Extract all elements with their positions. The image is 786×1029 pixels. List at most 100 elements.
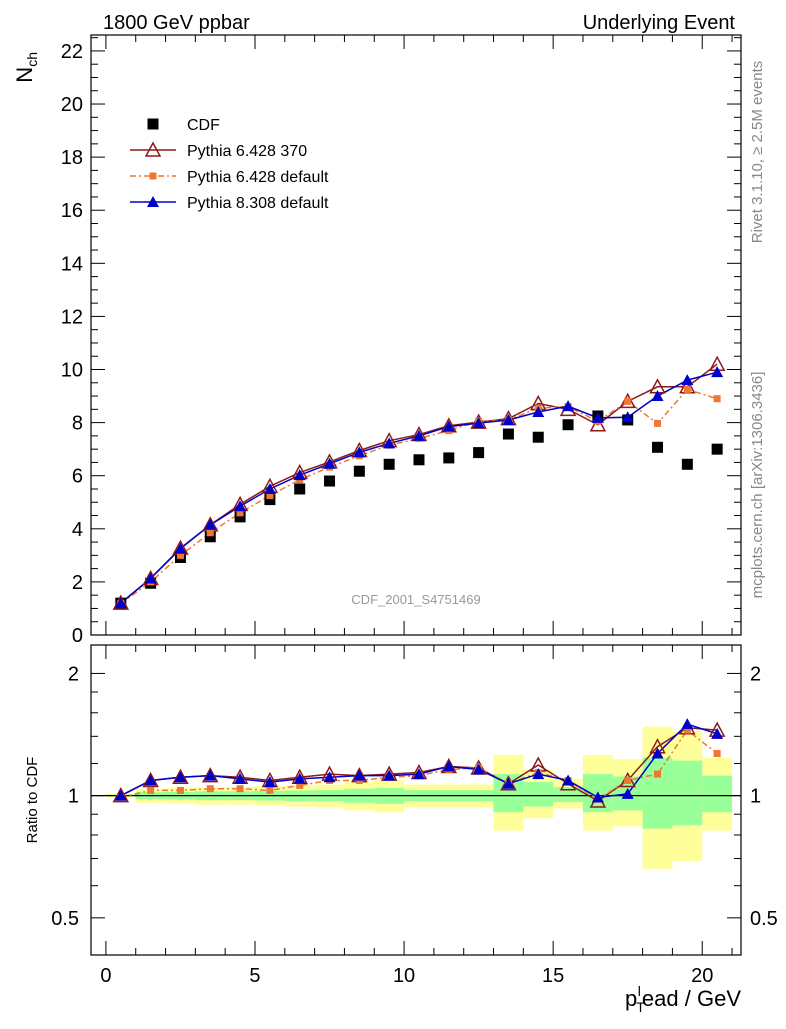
point-pythia-8-308-default [204,518,217,530]
y-tick-label: 4 [72,519,83,541]
series-line-pythia-6-428-default [120,388,718,605]
point-pythia-8-308-default [711,366,724,378]
ratio-point-pythia-8-308-default [263,776,276,788]
ratio-y-tick-label-left: 1 [68,786,79,808]
y-tick-label: 20 [61,94,83,116]
band-inner-bin [702,775,733,813]
point-pythia-8-308-default [263,482,276,494]
ratio-point-pythia-8-308-default [353,769,366,781]
y-tick-label: 10 [61,360,83,382]
point-pythia-6-428-default [654,419,662,427]
ratio-y-tick-label-left: 0.5 [51,908,79,930]
ratio-point-pythia-8-308-default [144,774,157,786]
ratio-point-pythia-8-308-default [502,777,515,789]
ratio-point-pythia-8-308-default [472,763,485,775]
point-pythia-8-308-default [383,437,396,449]
ratio-point-pythia-8-308-default [442,760,455,772]
header-left: 1800 GeV ppbar [103,12,250,34]
ratio-point-pythia-8-308-default [293,772,306,784]
y-tick-label: 12 [61,306,83,328]
point-cdf [532,431,544,443]
y-tick-label: 6 [72,466,83,488]
point-cdf [324,475,336,487]
point-cdf [711,443,723,455]
point-cdf [353,465,365,477]
point-pythia-8-308-default [353,446,366,458]
point-pythia-6-428-default [713,395,721,403]
point-cdf [413,454,425,466]
point-cdf [681,458,693,470]
point-cdf [652,441,664,453]
point-cdf [473,447,485,459]
ratio-point-pythia-6-428-default [296,781,304,789]
ratio-point-pythia-6-428-default [266,786,274,794]
ratio-y-tick-label-right: 2 [750,663,761,685]
ratio-y-axis-label: Ratio to CDF [24,757,41,844]
point-cdf [502,428,514,440]
y-tick-label: 18 [61,147,83,169]
band-inner-bin [642,757,673,829]
ratio-y-tick-label-left: 2 [68,663,79,685]
point-pythia-8-308-default [651,390,664,402]
y-axis-label: Nch [12,52,40,83]
ratio-point-pythia-8-308-default [681,718,694,730]
ratio-point-pythia-8-308-default [621,787,634,799]
point-cdf [264,494,276,506]
legend-marker-cdf [147,118,159,130]
point-cdf [234,511,246,523]
point-cdf [383,458,395,470]
x-tick-label: 20 [691,965,713,987]
legend-label-pythia-6-428-default: Pythia 6.428 default [187,169,329,186]
main-panel: 0 2 4 6 8 10 12 14 16 18 20 22 Nch CDF Pythia 6.428 37… [12,34,742,647]
point-pythia-8-308-default [412,429,425,441]
point-pythia-8-308-default [323,457,336,469]
point-pythia-6-428-default [176,551,184,559]
ratio-point-pythia-6-428-default [654,770,662,778]
point-cdf [443,452,455,464]
analysis-id: CDF_2001_S4751469 [351,592,480,607]
point-pythia-8-308-default [621,411,634,423]
point-pythia-8-308-default [293,469,306,481]
ratio-point-pythia-6-428-default [713,749,721,757]
ratio-point-pythia-8-308-default [651,747,664,759]
ratio-line-pythia-6-428-default [120,729,718,801]
x-tick-label: 0 [100,965,111,987]
ratio-point-pythia-8-308-default [562,774,575,786]
point-pythia-8-308-default [562,400,575,412]
point-cdf [204,531,216,543]
point-pythia-6-428-default [624,397,632,405]
point-pythia-8-308-default [114,597,127,609]
ratio-point-pythia-8-308-default [204,769,217,781]
point-pythia-6-428-default [206,529,214,537]
ratio-point-pythia-8-308-default [174,771,187,783]
x-tick-label: 15 [542,965,564,987]
ratio-point-pythia-8-308-default [532,768,545,780]
ratio-point-pythia-6-428-default [236,785,244,793]
y-tick-label: 8 [72,413,83,435]
point-pythia-6-428-default [683,385,691,393]
legend-marker-pythia-8-308-default [147,196,159,207]
point-pythia-8-308-default [532,405,545,417]
ratio-point-pythia-6-428-370 [142,771,159,788]
y-tick-label: 22 [61,41,83,63]
point-cdf [294,483,306,495]
legend-label-cdf: CDF [187,117,220,134]
point-pythia-8-308-default [502,413,515,425]
ratio-point-pythia-6-428-default [624,776,632,784]
ratio-point-pythia-8-308-default [591,791,604,803]
ratio-point-pythia-8-308-default [234,772,247,784]
ratio-point-pythia-6-428-default [147,786,155,794]
legend-marker-pythia-6-428-default [149,172,157,180]
ratio-frame [90,644,742,956]
point-pythia-8-308-default [234,500,247,512]
point-pythia-8-308-default [144,572,157,584]
header-right: Underlying Event [583,12,736,34]
y-tick-label: 0 [72,625,83,647]
ratio-y-tick-label-right: 0.5 [750,908,778,930]
x-axis-label: pTlead / GeV [625,983,741,1015]
ratio-point-pythia-8-308-default [114,789,127,801]
band-inner-bin [672,760,703,826]
